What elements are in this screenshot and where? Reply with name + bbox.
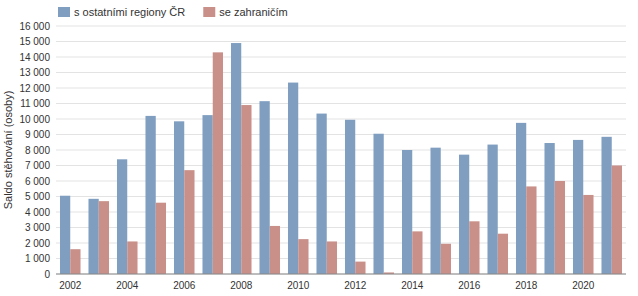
legend-item: se zahraničím — [203, 6, 287, 18]
y-tick-label: 7 000 — [25, 160, 50, 171]
bar — [88, 199, 98, 274]
bar — [373, 134, 383, 274]
bar — [327, 241, 337, 274]
y-tick-label: 10 000 — [19, 114, 50, 125]
bar — [127, 241, 137, 274]
legend-label: s ostatními regiony ČR — [74, 6, 185, 18]
bar — [174, 121, 184, 274]
bar — [430, 148, 440, 274]
bar — [498, 234, 508, 274]
y-tick-label: 16 000 — [19, 21, 50, 32]
grid-line — [56, 150, 626, 151]
x-tick-label: 2012 — [344, 280, 367, 291]
bars — [60, 43, 622, 274]
grid-line — [56, 119, 626, 120]
y-tick-label: 2 000 — [25, 238, 50, 249]
legend-label: se zahraničím — [219, 6, 287, 18]
bar — [612, 166, 622, 275]
grid-line — [56, 41, 626, 42]
bar — [316, 114, 326, 274]
bar — [469, 221, 479, 274]
bar — [241, 105, 251, 274]
bar — [573, 140, 583, 274]
y-tick-label: 1 000 — [25, 253, 50, 264]
x-tick-label: 2006 — [173, 280, 196, 291]
x-axis: 2002 2004 2006 2008 2010 2012 2014 2016 2018 2020 — [59, 280, 595, 291]
bar — [259, 101, 269, 274]
grid-line — [56, 258, 626, 259]
x-tick-label: 2016 — [458, 280, 481, 291]
y-tick-label: 6 000 — [25, 176, 50, 187]
legend-swatch — [58, 7, 70, 17]
y-axis-label: Saldo stěhování (osoby) — [2, 91, 14, 210]
bar — [156, 203, 166, 274]
bar — [231, 43, 241, 274]
x-tick-label: 2004 — [116, 280, 139, 291]
x-tick-label: 2008 — [230, 280, 253, 291]
bar — [145, 116, 155, 274]
legend-item: s ostatními regiony ČR — [58, 6, 185, 18]
bar — [601, 137, 611, 274]
bar — [526, 186, 536, 274]
bar — [544, 143, 554, 274]
bar — [270, 226, 280, 274]
bar — [487, 145, 497, 274]
grid-line — [56, 57, 626, 58]
chart-container: 0 1 000 2 000 3 000 4 000 5 000 6 000 7 000 8 00… — [0, 0, 638, 296]
y-tick-label: 9 000 — [25, 129, 50, 140]
bar — [441, 244, 451, 274]
grid-line — [56, 181, 626, 182]
x-tick-label: 2002 — [59, 280, 82, 291]
grid-line — [56, 243, 626, 244]
y-axis: 0 1 000 2 000 3 000 4 000 5 000 6 000 7 000 8 00… — [19, 21, 626, 280]
bar — [184, 170, 194, 274]
bar — [516, 123, 526, 274]
grid-line — [56, 212, 626, 213]
bar — [117, 159, 127, 274]
grid-line — [56, 72, 626, 73]
y-tick-label: 11 000 — [20, 98, 50, 109]
y-tick-label: 0 — [44, 269, 50, 280]
y-tick-label: 8 000 — [25, 145, 50, 156]
x-tick-label: 2018 — [515, 280, 538, 291]
bar — [60, 196, 70, 274]
grid-line — [56, 103, 626, 104]
grid-line — [56, 134, 626, 135]
bar — [402, 150, 412, 274]
grid-line — [56, 274, 626, 275]
grid-line — [56, 88, 626, 89]
x-tick-label: 2020 — [572, 280, 595, 291]
y-tick-label: 15 000 — [19, 36, 50, 47]
y-tick-label: 3 000 — [25, 222, 50, 233]
grid-line — [56, 26, 626, 27]
grid-line — [56, 227, 626, 228]
legend: s ostatními regiony ČR se zahraničím — [58, 6, 288, 18]
y-tick-label: 14 000 — [19, 52, 50, 63]
grid-line — [56, 165, 626, 166]
x-tick-label: 2014 — [401, 280, 424, 291]
bar — [99, 201, 109, 274]
bar — [555, 181, 565, 274]
chart-svg: 0 1 000 2 000 3 000 4 000 5 000 6 000 7 000 8 00… — [0, 0, 638, 296]
y-tick-label: 12 000 — [19, 83, 50, 94]
y-tick-label: 4 000 — [25, 207, 50, 218]
y-tick-label: 13 000 — [19, 67, 50, 78]
bar — [459, 155, 469, 274]
x-axis-line — [56, 274, 626, 275]
y-tick-label: 5 000 — [25, 191, 50, 202]
bar — [412, 231, 422, 274]
bar — [345, 120, 355, 274]
grid-line — [56, 196, 626, 197]
bar — [70, 249, 80, 274]
x-tick-label: 2010 — [287, 280, 310, 291]
bar — [355, 262, 365, 274]
bar — [202, 115, 212, 274]
bar — [583, 195, 593, 274]
bar — [288, 83, 298, 274]
bar — [213, 52, 223, 274]
legend-swatch — [203, 7, 215, 17]
bar — [298, 239, 308, 274]
